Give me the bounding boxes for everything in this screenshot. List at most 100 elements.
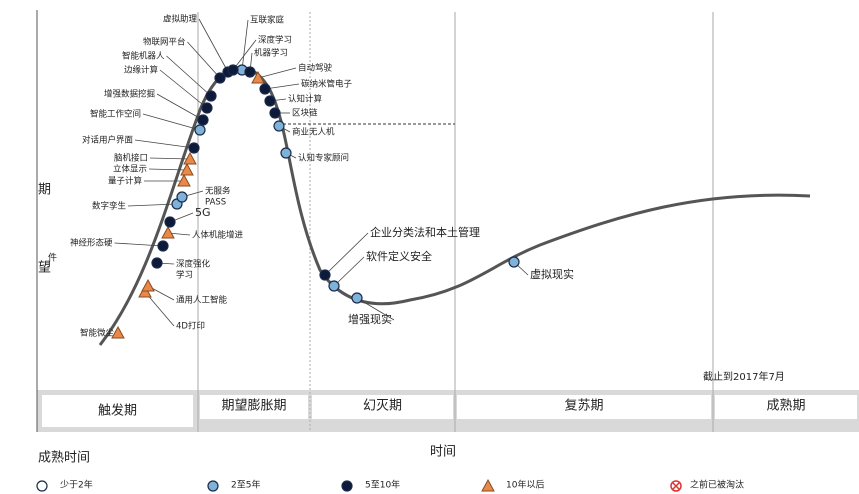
node-label: 边缘计算 [124,65,159,76]
node-label: 商业无人机 [292,127,335,138]
node-label: PASS [205,198,226,208]
marker [264,95,276,107]
x-axis-label: 时间 [430,445,456,460]
node-label: 人体机能增进 [192,230,244,241]
leader-line [156,93,204,121]
marker [151,257,163,269]
phase-box [200,395,308,419]
leader-line [127,203,178,207]
node-label: 区块链 [292,108,318,119]
marker [341,480,353,492]
phase-label: 幻灭期 [363,399,402,414]
node-label: 量子计算 [108,176,143,187]
phase-box [312,395,453,419]
y-axis-label: 期 [38,183,51,198]
legend-title: 成熟时间 [38,450,90,466]
node-label: 虚拟现实 [530,267,574,281]
marker [214,72,226,84]
node-label: 深度学习 [258,35,292,46]
leader-line [324,232,369,276]
leader-line [241,19,249,71]
node-label: 学习 [176,270,193,281]
legend-item: 之前已被淘汰 [690,479,744,491]
date-note: 截止到2017年7月 [703,370,785,383]
marker [259,83,271,95]
phase-label: 成熟期 [766,398,805,414]
marker [207,480,219,492]
marker [188,142,200,154]
leader-line [187,41,221,79]
phase-label: 触发期 [98,403,137,419]
node-label: 通用人工智能 [176,295,228,306]
phase-box [42,395,193,427]
legend-item: 少于2年 [60,479,93,491]
marker [197,114,209,126]
node-label: 智能微尘 [80,328,115,339]
marker [280,147,292,159]
node-label: 物联网平台 [143,37,186,48]
node-label: 深度强化 [176,259,211,270]
leader-line [198,18,229,73]
node-label: 虚拟助理 [163,14,198,25]
leader-line [166,55,212,97]
node-label: 脑机接口 [114,153,148,164]
stray-text: 件 [48,252,57,264]
node-label: 机器学习 [254,48,288,59]
marker [269,107,281,119]
phase-label: 复苏期 [564,398,603,414]
phase-box [715,395,857,419]
legend-item: 10年以后 [506,479,544,491]
node-label: 数字孪生 [92,201,127,212]
marker [328,280,340,292]
node-label: 企业分类法和本土管理 [370,225,480,239]
leader-line [159,69,208,109]
leader-line [257,67,297,79]
marker [157,240,169,252]
node-label: 认知计算 [288,94,323,105]
marker [351,292,363,304]
node-label: 4D打印 [176,321,205,332]
node-label: 互联家庭 [250,15,285,26]
node-label: 无服务 [205,186,231,197]
hype-curve [98,65,811,346]
marker [111,325,125,339]
marker [508,256,520,268]
marker [205,90,217,102]
marker [672,482,680,490]
leader-line [134,139,195,149]
phase-box [457,395,711,419]
legend-item: 5至10年 [365,479,400,491]
marker [251,70,265,84]
marker [481,478,495,492]
node-label: 碳纳米管电子 [301,79,353,90]
marker [180,162,194,176]
leader-line [148,168,188,171]
marker [164,216,176,228]
node-label: 对话用户界面 [82,135,134,146]
marker [161,225,175,239]
node-label: 智能机器人 [122,51,165,62]
node-label: 神经形态硬 [70,238,113,249]
dividers [197,12,714,432]
node-label: 增强数据挖掘 [104,89,155,100]
legend-item: 2至5年 [231,479,260,491]
marker [176,191,188,203]
node-label: 增强现实 [348,312,392,326]
leader-line [149,157,191,160]
leader-line [356,297,395,321]
marker [319,269,331,281]
marker [36,480,48,492]
phase-label: 期望膨胀期 [221,398,286,414]
leader-line [333,256,365,287]
marker [183,151,197,165]
leader-line [264,83,300,90]
node-label: 5G [195,206,211,219]
node-label: 软件定义安全 [366,249,432,263]
marker [201,102,213,114]
marker [273,120,285,132]
marker [227,64,239,76]
leader-line [142,113,201,131]
node-label: 智能工作空间 [90,109,141,120]
node-label: 立体显示 [113,164,147,175]
leader-line [144,291,175,327]
